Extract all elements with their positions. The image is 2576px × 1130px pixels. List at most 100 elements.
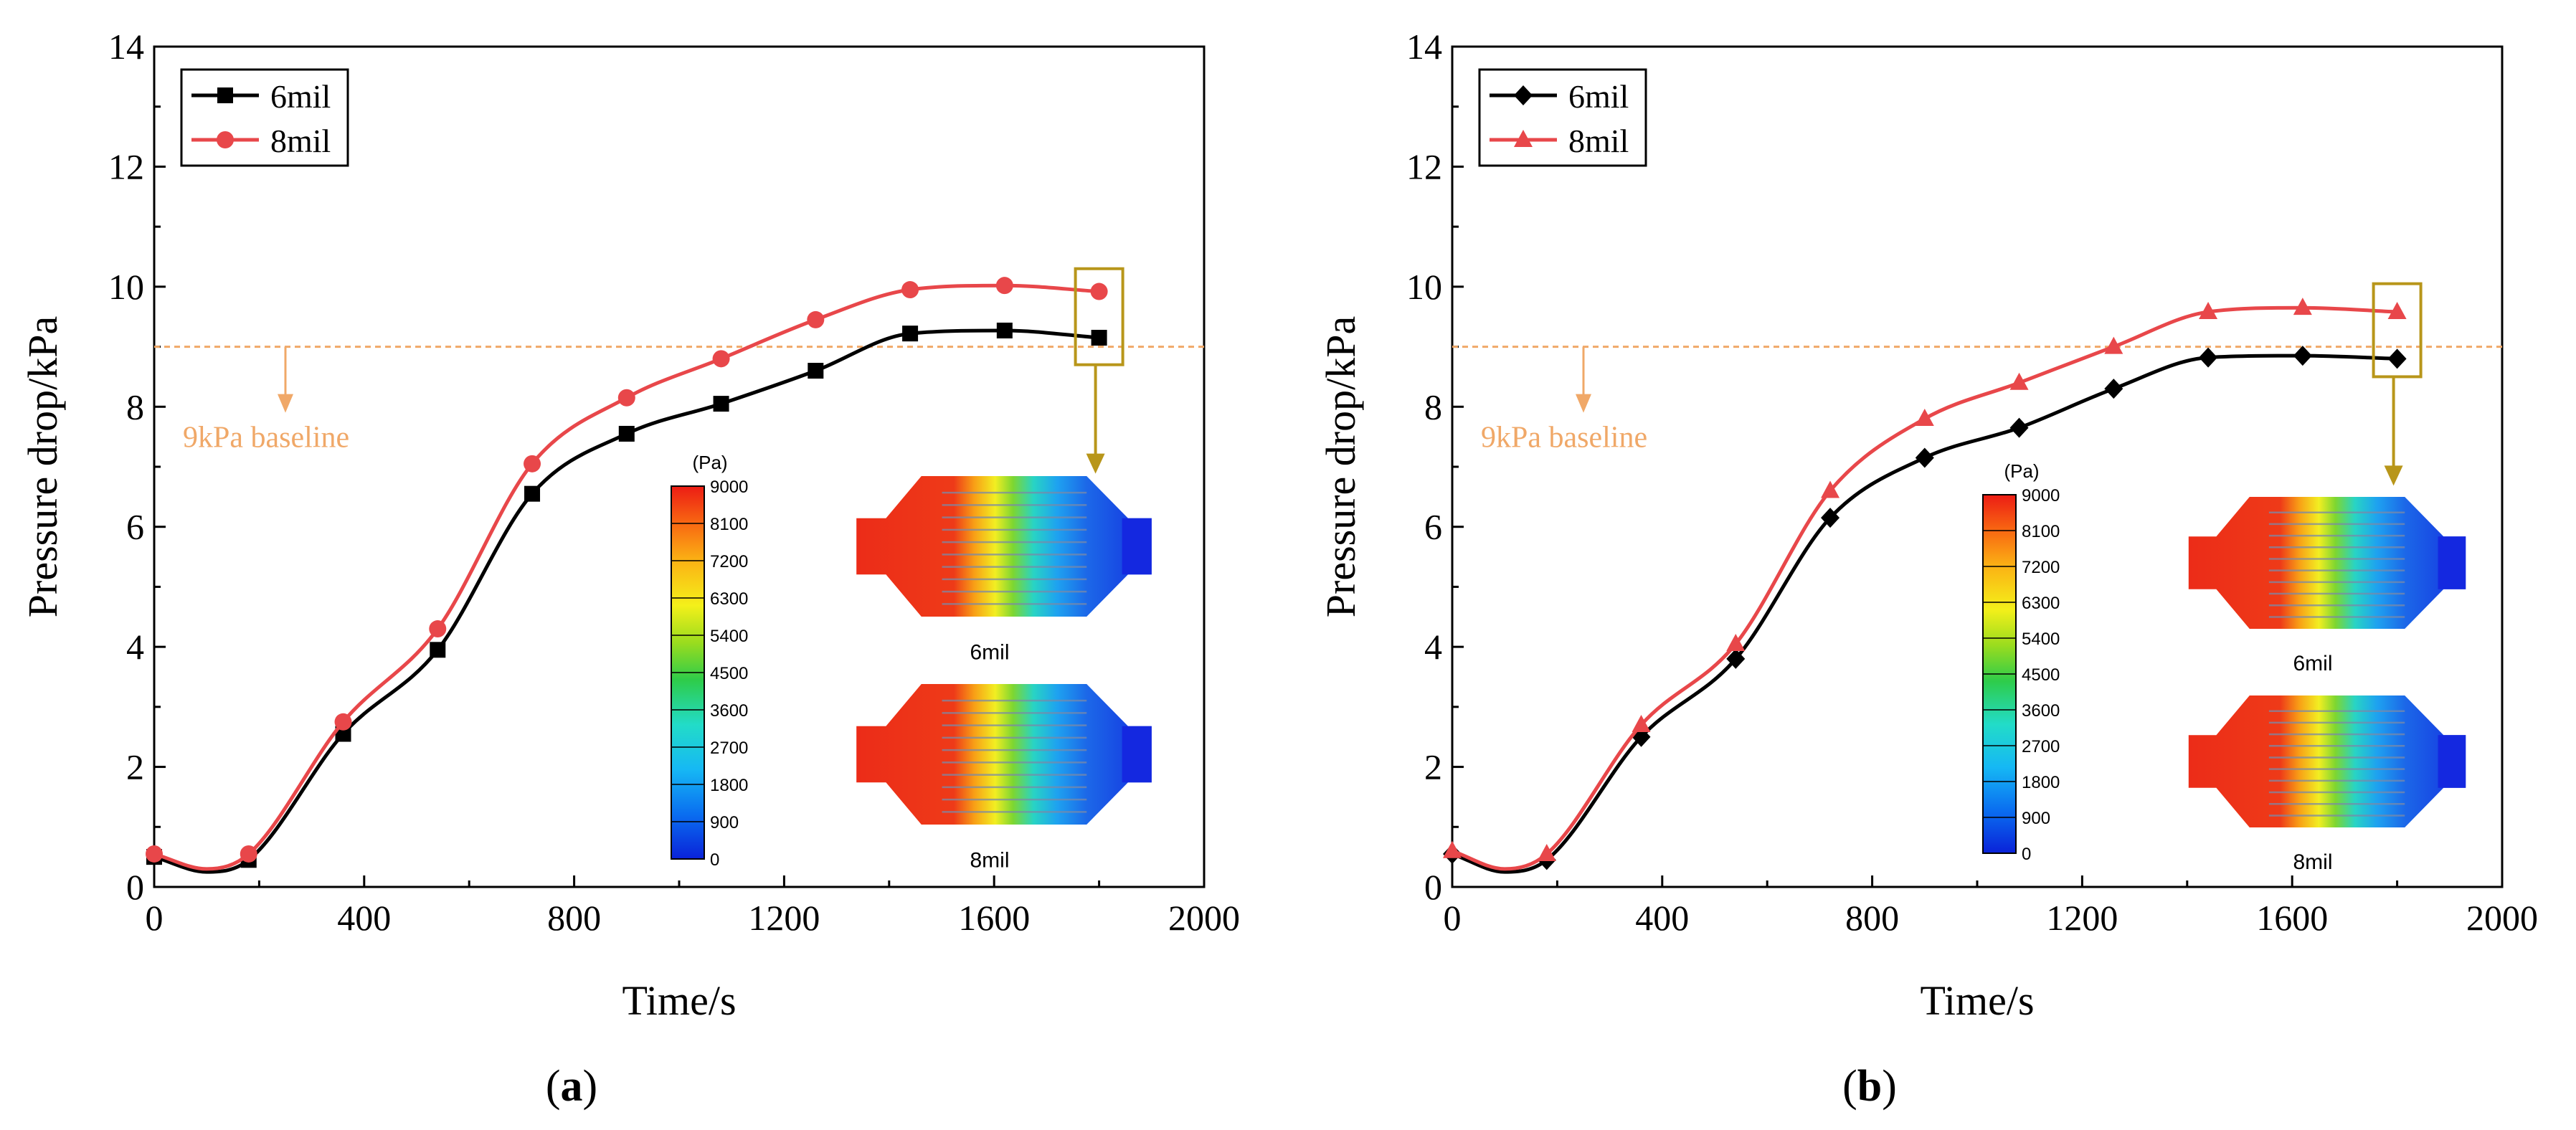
legend-label: 8mil [1568,123,1629,159]
y-tick-label: 10 [108,267,144,307]
x-tick-label: 800 [547,898,601,938]
data-point-6mil [996,322,1013,338]
converter-contour-8mil [856,684,1152,825]
color-scale-label: 0 [710,850,719,870]
data-point-8mil [617,389,635,407]
color-scale-label: 4500 [710,664,748,683]
converter-contour-6mil-outlet [1122,518,1152,575]
baseline-arrowhead [278,394,293,413]
y-tick-label: 6 [1424,507,1442,547]
data-point-8mil [429,620,447,638]
data-point-6mil [335,726,351,742]
x-tick-label: 1200 [748,898,820,938]
y-tick-label: 0 [1424,867,1442,907]
data-point-8mil [2293,298,2312,315]
converter-contour-6mil-body [856,476,1152,617]
highlight-arrowhead [2384,465,2403,486]
data-point-6mil [1091,330,1107,346]
data-point-8mil [901,281,919,299]
highlight-box [1074,267,1124,366]
color-scale-label: 9000 [710,478,748,497]
panel-b: 0 400 800 1200 1600 2000 0 2 4 6 8 10 12 14 Time/s Pres… [1317,27,2538,1111]
data-point-8mil [2104,336,2123,354]
data-point-8mil [1090,282,1108,300]
x-tick-label: 1600 [2256,898,2328,938]
y-tick-label: 6 [126,507,144,547]
data-point-6mil [902,326,919,342]
legend-marker-6mil [1514,85,1533,105]
converter-contour-6mil-outlet [2438,536,2466,589]
baseline-arrowhead [1576,394,1591,413]
baseline-label: 9kPa baseline [1481,422,1647,455]
data-point-8mil [1632,714,1651,732]
data-point-8mil [146,845,163,863]
converter-contour-6mil [2188,497,2466,629]
color-scale-label: 8100 [2022,522,2060,541]
color-scale-label: 9000 [2022,486,2060,505]
data-point-8mil [712,350,730,368]
data-point-8mil [1726,633,1746,651]
converter-label: 6mil [970,640,1009,664]
y-tick-label: 12 [1406,146,1442,186]
color-scale-label: 900 [710,813,739,832]
legend-marker-6mil [217,87,233,103]
data-point-6mil [1821,508,1840,528]
legend-box [180,68,349,167]
color-scale-label: 8100 [710,515,748,534]
y-tick-label: 8 [1424,386,1442,427]
data-point-6mil [2104,379,2123,399]
x-tick-label: 800 [1845,898,1899,938]
highlight-arrowhead [1086,453,1105,474]
legend-label: 6mil [270,78,331,115]
data-point-8mil [240,845,257,863]
data-point-6mil [713,396,729,412]
data-point-8mil [524,455,541,473]
y-axis-label: Pressure drop/kPa [1317,316,1364,617]
data-point-8mil [1443,840,1462,858]
color-scale-label: 3600 [2022,701,2060,721]
highlight-box [2372,282,2423,379]
data-point-6mil [430,642,446,658]
y-tick-label: 2 [126,747,144,787]
data-point-6mil [1915,447,1934,468]
color-scale-label: 1800 [710,776,748,795]
data-point-8mil [334,713,352,731]
color-scale-label: 1800 [2022,773,2060,792]
data-point-6mil [2387,348,2407,369]
converter-contour-8mil-outlet [2438,735,2466,788]
y-tick-label: 8 [126,386,144,427]
y-tick-label: 10 [1406,267,1442,307]
color-scale-label: 6300 [2022,594,2060,613]
y-tick-label: 0 [126,867,144,907]
y-axis-label: Pressure drop/kPa [19,316,66,617]
data-point-8mil [995,277,1013,295]
data-point-6mil [2293,346,2312,366]
color-scale-label: 7200 [710,552,748,571]
data-point-8mil [1537,843,1556,861]
data-point-8mil [1915,409,1934,427]
x-tick-label: 0 [1444,898,1462,938]
converter-contour-6mil-body [2188,497,2466,629]
color-scale-label: 900 [2022,809,2050,828]
color-scale-label: 5400 [2022,630,2060,649]
panel-label: (b) [1842,1062,1897,1111]
color-scale-label: 6300 [710,589,748,609]
color-scale-label: 4500 [2022,665,2060,685]
legend-label: 6mil [1568,78,1629,115]
y-tick-label: 4 [126,627,144,667]
x-tick-label: 1200 [2046,898,2118,938]
y-tick-label: 14 [1406,27,1442,67]
data-point-8mil [2009,372,2029,390]
x-tick-label: 2000 [1168,898,1240,938]
converter-contour-8mil-outlet [1122,726,1152,783]
y-tick-label: 12 [108,146,144,186]
color-scale-unit: (Pa) [692,452,727,473]
legend-label: 8mil [270,123,331,159]
color-scale-label: 2700 [2022,737,2060,756]
data-point-6mil [2199,347,2218,368]
converter-label: 8mil [2293,850,2332,874]
converter-contour-8mil [2188,695,2466,827]
converter-contour-6mil [856,476,1152,617]
color-scale-label: 5400 [710,627,748,646]
